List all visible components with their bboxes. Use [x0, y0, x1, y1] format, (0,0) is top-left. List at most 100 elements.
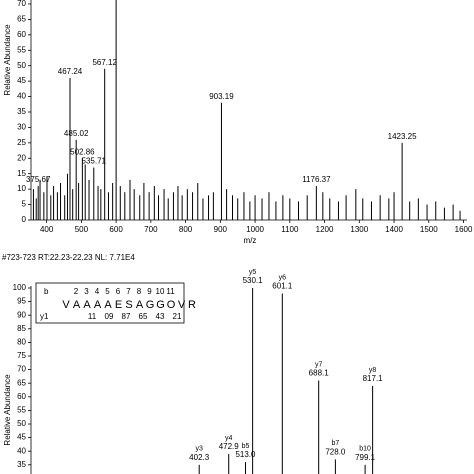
residue: A	[136, 299, 144, 311]
y-label: y1	[40, 312, 49, 321]
x-tick-label: 400	[40, 225, 54, 234]
x-tick-label: 800	[179, 225, 193, 234]
residue: S	[125, 299, 132, 311]
x-tick-label: 1500	[420, 225, 438, 234]
x-tick-label: 700	[144, 225, 158, 234]
y-tick-label: 55	[17, 406, 26, 415]
peak-label: 728.0	[325, 447, 346, 456]
b-number: 6	[116, 287, 121, 296]
x-tick-label: 1100	[281, 225, 299, 234]
peak-label: 502.86	[70, 147, 95, 156]
x-tick-label: 1600	[455, 225, 473, 234]
b-number: 11	[166, 287, 175, 296]
peak-label: 567.12	[92, 58, 117, 67]
y-tick-label: 30	[17, 123, 26, 132]
peak-label: 903.19	[209, 92, 234, 101]
y-tick-label: 60	[17, 30, 26, 39]
ion-label: b10	[359, 446, 371, 453]
y-tick-label: 15	[17, 169, 26, 178]
peak-label: 799.1	[355, 453, 376, 462]
residue: E	[115, 299, 122, 311]
b-label: b	[44, 287, 49, 296]
b-number: 9	[147, 287, 152, 296]
peak-label: 402.3	[189, 453, 210, 462]
peak-label: 472.9	[219, 442, 240, 451]
ion-label: b7	[331, 440, 339, 447]
x-tick-label: 900	[214, 225, 228, 234]
y-tick-label: 60	[17, 392, 26, 401]
b-number: 7	[126, 287, 131, 296]
scan-header: #723-723 RT:22.23-22.23 NL: 7.71E4	[2, 253, 135, 262]
y-tick-label: 20	[17, 153, 26, 162]
y-tick-label: 75	[17, 351, 26, 360]
x-tick-label: 1400	[385, 225, 403, 234]
x-tick-label: 1000	[246, 225, 264, 234]
peak-label: 375.67	[26, 175, 51, 184]
y-axis-label: Relative Abundance	[3, 374, 12, 446]
y-tick-label: 25	[17, 138, 26, 147]
b-number: 2	[74, 287, 79, 296]
y-tick-label: 90	[17, 310, 26, 319]
y-tick-label: 80	[17, 338, 26, 347]
peak-label: 513.0	[235, 450, 256, 459]
x-axis-label: m/z	[244, 236, 257, 245]
y-tick-label: 85	[17, 324, 26, 333]
ion-label: y4	[225, 435, 233, 442]
x-tick-label: 1200	[316, 225, 334, 234]
peak-label: 1423.25	[388, 132, 417, 141]
x-tick-label: 1300	[350, 225, 368, 234]
y-tick-label: 70	[17, 0, 26, 8]
b-number: 4	[95, 287, 100, 296]
peak-label: 530.1	[243, 276, 264, 285]
peak-label: 817.1	[363, 374, 384, 383]
y-tick-label: 35	[17, 460, 26, 469]
x-tick-label: 500	[75, 225, 89, 234]
b-number: 8	[137, 287, 142, 296]
y-number: 65	[139, 312, 148, 321]
peak-label: 485.02	[64, 129, 89, 138]
peak-label: 467.24	[58, 67, 83, 76]
y-tick-label: 40	[17, 446, 26, 455]
b-number: 5	[105, 287, 110, 296]
y-tick-label: 40	[17, 92, 26, 101]
y-tick-label: 70	[17, 365, 26, 374]
ion-label: y5	[249, 269, 257, 276]
y-tick-label: 5	[22, 200, 27, 209]
residue: V	[178, 299, 186, 311]
residue: O	[167, 299, 176, 311]
y-tick-label: 45	[17, 76, 26, 85]
ion-label: y6	[279, 274, 287, 281]
ion-label: y8	[369, 367, 377, 374]
b-number: 3	[84, 287, 89, 296]
x-tick-label: 600	[109, 225, 123, 234]
peak-label: 688.1	[309, 369, 330, 378]
residue: A	[73, 299, 81, 311]
y-number: 11	[88, 312, 97, 321]
y-tick-label: 50	[17, 419, 26, 428]
peak-label: 601.1	[272, 282, 293, 291]
y-tick-label: 0	[22, 215, 27, 224]
y-tick-label: 100	[13, 283, 27, 292]
y-tick-label: 10	[17, 184, 26, 193]
residue: R	[188, 299, 196, 311]
y-tick-label: 55	[17, 45, 26, 54]
y-tick-label: 65	[17, 15, 26, 24]
residue: A	[94, 299, 102, 311]
residue: A	[83, 299, 91, 311]
y-tick-label: 65	[17, 378, 26, 387]
y-tick-label: 45	[17, 433, 26, 442]
y-tick-label: 35	[17, 107, 26, 116]
ion-label: y3	[195, 446, 203, 453]
residue: G	[146, 299, 155, 311]
residue: V	[62, 299, 70, 311]
peak-label: 535.71	[82, 157, 107, 166]
ion-label: y7	[315, 361, 323, 368]
residue: A	[104, 299, 112, 311]
y-tick-label: 50	[17, 61, 26, 70]
y-number: 09	[105, 312, 114, 321]
residue: G	[156, 299, 165, 311]
sequence-box	[35, 282, 185, 324]
b-number: 10	[156, 287, 165, 296]
y-axis-label: Relative Abundance	[3, 24, 12, 96]
